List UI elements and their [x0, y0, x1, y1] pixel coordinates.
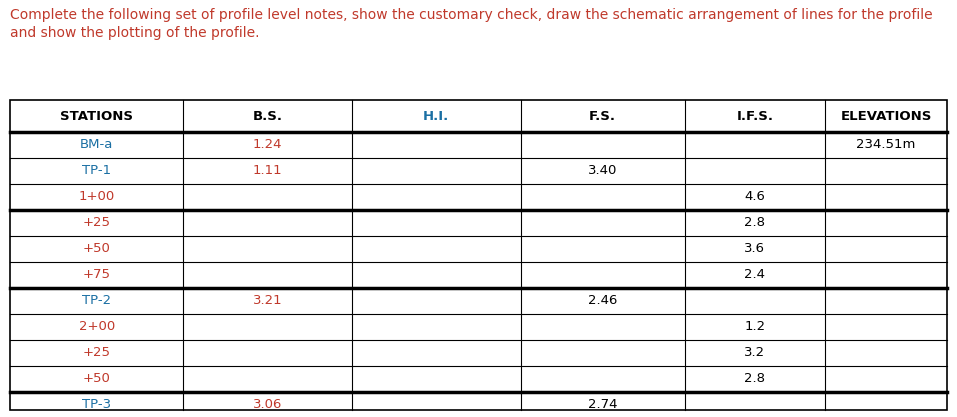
Text: 1+00: 1+00 [78, 191, 115, 203]
Text: 2+00: 2+00 [78, 321, 115, 334]
Text: +25: +25 [82, 216, 111, 229]
Text: 3.6: 3.6 [745, 243, 766, 256]
Text: I.F.S.: I.F.S. [737, 110, 773, 123]
Text: ELEVATIONS: ELEVATIONS [840, 110, 932, 123]
Text: 234.51m: 234.51m [857, 138, 916, 151]
Text: TP-3: TP-3 [82, 399, 111, 412]
Text: 3.06: 3.06 [253, 399, 282, 412]
Text: +50: +50 [82, 243, 111, 256]
Text: +50: +50 [82, 372, 111, 385]
Text: +75: +75 [82, 269, 111, 281]
Text: 3.2: 3.2 [745, 347, 766, 359]
Text: 1.24: 1.24 [253, 138, 282, 151]
Text: 3.21: 3.21 [253, 294, 282, 307]
Text: H.I.: H.I. [423, 110, 450, 123]
Text: 2.8: 2.8 [745, 372, 766, 385]
Text: 1.2: 1.2 [745, 321, 766, 334]
Text: B.S.: B.S. [253, 110, 282, 123]
Text: 4.6: 4.6 [745, 191, 766, 203]
Text: 2.46: 2.46 [588, 294, 617, 307]
Text: +25: +25 [82, 347, 111, 359]
Text: 2.4: 2.4 [745, 269, 766, 281]
Text: F.S.: F.S. [590, 110, 616, 123]
Text: 2.74: 2.74 [588, 399, 617, 412]
Text: and show the plotting of the profile.: and show the plotting of the profile. [10, 26, 259, 40]
Text: BM-a: BM-a [80, 138, 113, 151]
Text: 1.11: 1.11 [253, 164, 282, 178]
Text: Complete the following set of profile level notes, show the customary check, dra: Complete the following set of profile le… [10, 8, 933, 22]
Text: STATIONS: STATIONS [60, 110, 133, 123]
Text: 3.40: 3.40 [588, 164, 617, 178]
Text: TP-2: TP-2 [82, 294, 111, 307]
Text: 2.8: 2.8 [745, 216, 766, 229]
Text: TP-1: TP-1 [82, 164, 111, 178]
